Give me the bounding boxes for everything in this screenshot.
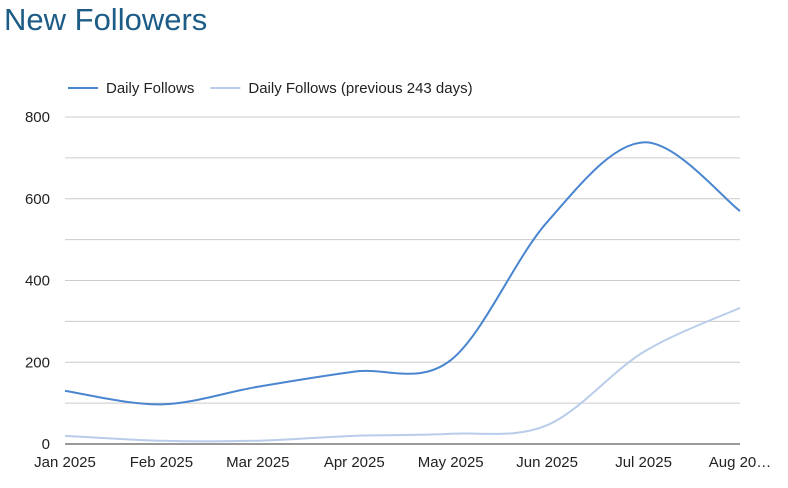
series-line [64,306,741,443]
x-tick-label: Jan 2025 [34,454,96,471]
legend-label: Daily Follows (previous 243 days) [248,80,472,97]
legend-label: Daily Follows [106,80,194,97]
x-tick-label: Jun 2025 [516,454,578,471]
series-line [64,141,741,406]
y-tick-label: 200 [25,354,50,371]
x-tick-label: Feb 2025 [130,454,193,471]
x-tick-label: Jul 2025 [615,454,672,471]
chart-title: New Followers [4,2,208,37]
x-tick-label: May 2025 [418,454,484,471]
x-tick-label: Aug 20… [709,454,772,471]
y-tick-label: 800 [25,109,50,126]
y-tick-label: 400 [25,273,50,290]
y-tick-label: 600 [25,191,50,208]
x-tick-label: Apr 2025 [324,454,385,471]
y-tick-label: 0 [42,436,50,453]
x-tick-label: Mar 2025 [226,454,289,471]
